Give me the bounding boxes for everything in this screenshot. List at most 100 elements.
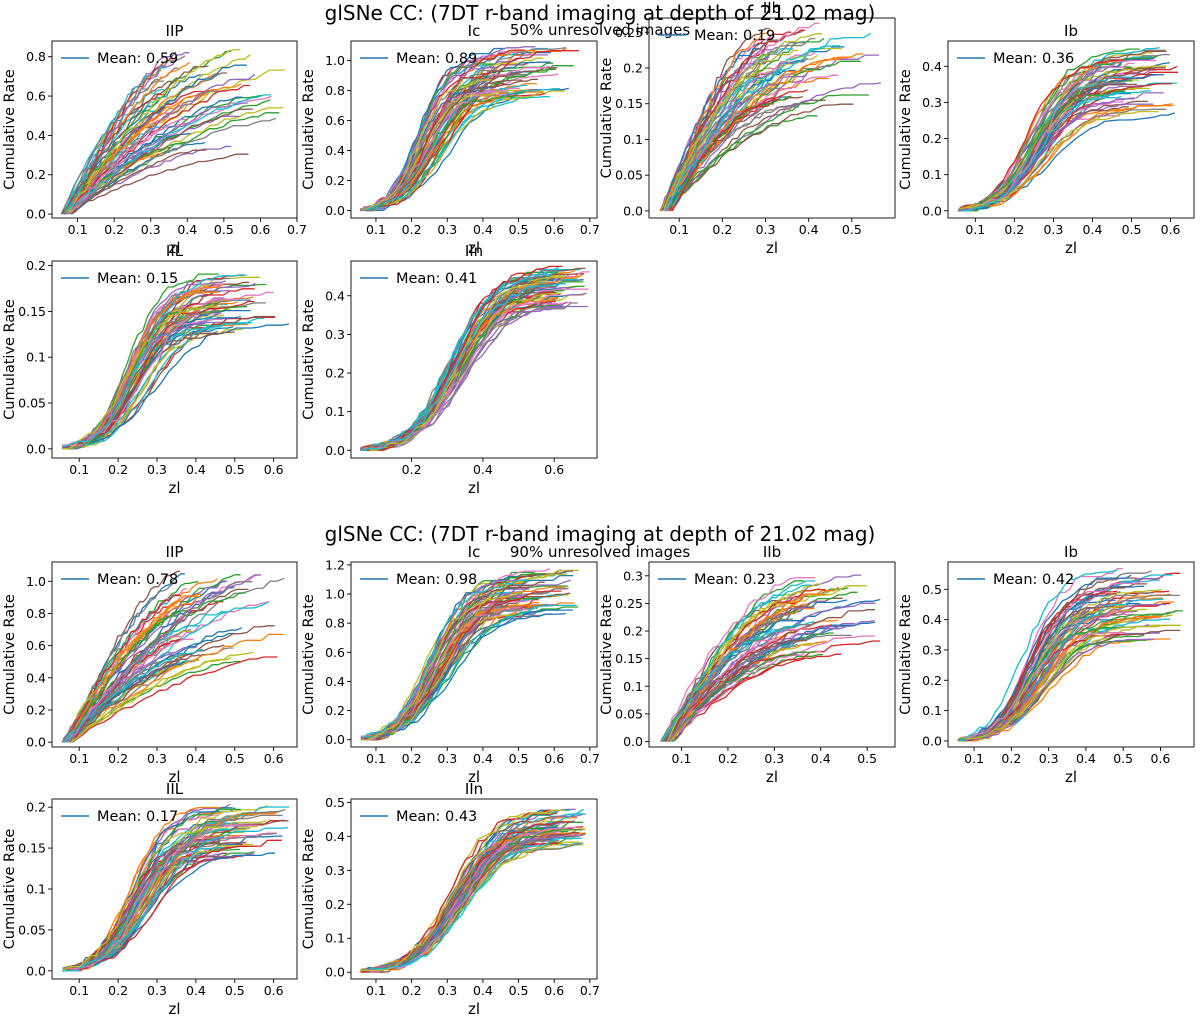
rate-curve	[63, 592, 246, 743]
x-tick-label: 0.5	[509, 751, 529, 766]
section-1-subtitle: 50% unresolved images	[509, 21, 691, 39]
rate-curve	[70, 610, 187, 742]
x-tick-label: 0.4	[186, 751, 206, 766]
rate-curve	[965, 79, 1139, 212]
axes-frame	[350, 561, 598, 748]
rate-curve	[62, 814, 283, 970]
y-tick-label: 0.1	[623, 132, 643, 147]
rate-curve	[362, 285, 585, 448]
x-tick-label: 0.3	[437, 983, 457, 998]
legend-label: Mean: 0.98	[396, 572, 477, 588]
rate-curve	[667, 32, 872, 209]
panel-title: IIP	[166, 543, 184, 561]
panel-title: IIL	[166, 242, 184, 260]
y-tick-label: 0.0	[26, 963, 46, 978]
x-tick-label: 0.6	[1151, 751, 1171, 766]
x-tick-label: 0.2	[104, 222, 124, 237]
x-axis-label: zl	[468, 1000, 480, 1017]
y-tick-label: 0.2	[922, 673, 942, 688]
x-tick-label: 0.4	[473, 462, 493, 477]
y-tick-label: 0.1	[922, 703, 942, 718]
axes-frame	[51, 260, 298, 459]
rate-curve	[370, 826, 577, 973]
y-tick-label: 0.2	[26, 703, 46, 718]
legend-label: Mean: 0.19	[694, 28, 775, 44]
rate-curve	[668, 574, 862, 742]
legend-label: Mean: 0.42	[993, 572, 1074, 588]
x-tick-label: 0.1	[965, 222, 985, 237]
rate-curve	[963, 112, 1175, 212]
panel-title: IIb	[763, 0, 781, 17]
rate-curve	[361, 90, 566, 212]
y-axis-label: Cumulative Rate	[2, 299, 18, 420]
x-tick-label: 0.7	[287, 222, 307, 237]
x-axis-label: zl	[766, 768, 778, 786]
rate-curve	[960, 624, 1164, 742]
y-tick-label: 0.2	[623, 624, 643, 639]
curves	[61, 570, 285, 743]
y-tick-label: 0.5	[325, 795, 345, 810]
rate-curve	[364, 88, 561, 211]
y-tick-label: 0.4	[325, 288, 345, 303]
axes-frame	[51, 561, 298, 748]
y-tick-label: 0.6	[26, 638, 46, 653]
curves	[360, 265, 590, 451]
x-tick-label: 0.1	[366, 983, 386, 998]
rate-curve	[70, 149, 207, 215]
rate-curve	[673, 609, 875, 739]
rate-curve	[368, 832, 565, 973]
axes-frame	[648, 17, 896, 219]
y-tick-label: 0.8	[26, 49, 46, 64]
y-tick-label: 0.1	[26, 350, 46, 365]
rate-curve	[364, 829, 583, 970]
panel-title: Ic	[468, 543, 481, 561]
curves	[359, 46, 579, 212]
x-tick-label: 0.4	[177, 222, 197, 237]
x-tick-label: 0.2	[108, 983, 128, 998]
legend: Mean: 0.23	[658, 572, 775, 588]
panel-0: 0.1 0.2 0.3 0.4 0.5 0.6 0.7 0.0 0.2 0.4 0.6 0.8 IIP z…	[2, 22, 307, 257]
y-tick-label: 0.8	[325, 616, 345, 631]
curves	[62, 803, 290, 972]
rate-curve	[369, 275, 565, 451]
y-tick-label: 1.0	[325, 53, 345, 68]
rate-curve	[669, 635, 875, 742]
x-tick-label: 0.4	[1076, 751, 1096, 766]
y-tick-label: 0.05	[615, 168, 643, 183]
rate-curve	[361, 579, 528, 741]
legend-label: Mean: 0.59	[97, 51, 178, 67]
section-2-subtitle: 90% unresolved images	[509, 543, 691, 561]
rate-curve	[367, 265, 563, 451]
y-tick-label: 0.2	[26, 258, 46, 273]
y-tick-label: 0.5	[922, 582, 942, 597]
legend: Mean: 0.15	[61, 271, 178, 287]
rate-curve	[364, 79, 492, 210]
rate-curve	[363, 70, 498, 209]
panel-9: 0.1 0.2 0.3 0.4 0.5 0.6 0.0 0.1 0.2 0.3 0.4 0.5 Ib zl…	[898, 543, 1195, 786]
y-tick-label: 0.0	[623, 203, 643, 218]
x-tick-label: 0.2	[402, 983, 422, 998]
x-tick-label: 0.2	[402, 751, 422, 766]
y-tick-label: 0.2	[325, 703, 345, 718]
panel-title: IIL	[166, 780, 184, 798]
y-tick-label: 0.4	[26, 128, 46, 143]
x-tick-label: 0.4	[1083, 222, 1103, 237]
rate-curve	[360, 293, 561, 451]
rate-curve	[967, 103, 1173, 210]
x-tick-label: 0.6	[250, 222, 270, 237]
panel-title: Ic	[468, 22, 481, 40]
y-axis-label: Cumulative Rate	[2, 829, 18, 950]
rate-curve	[70, 118, 186, 214]
y-tick-label: 0.2	[325, 173, 345, 188]
rate-curve	[663, 622, 856, 740]
x-tick-label: 0.4	[473, 222, 493, 237]
section-2-title: glSNe CC: (7DT r-band imaging at depth o…	[324, 522, 876, 546]
rate-curve	[366, 832, 587, 972]
x-tick-label: 0.2	[1001, 751, 1021, 766]
legend: Mean: 0.59	[61, 51, 178, 67]
rate-curve	[363, 832, 586, 972]
rate-curve	[65, 94, 272, 213]
rate-curve	[366, 581, 545, 741]
y-tick-label: 0.6	[325, 645, 345, 660]
x-tick-label: 0.5	[225, 983, 245, 998]
